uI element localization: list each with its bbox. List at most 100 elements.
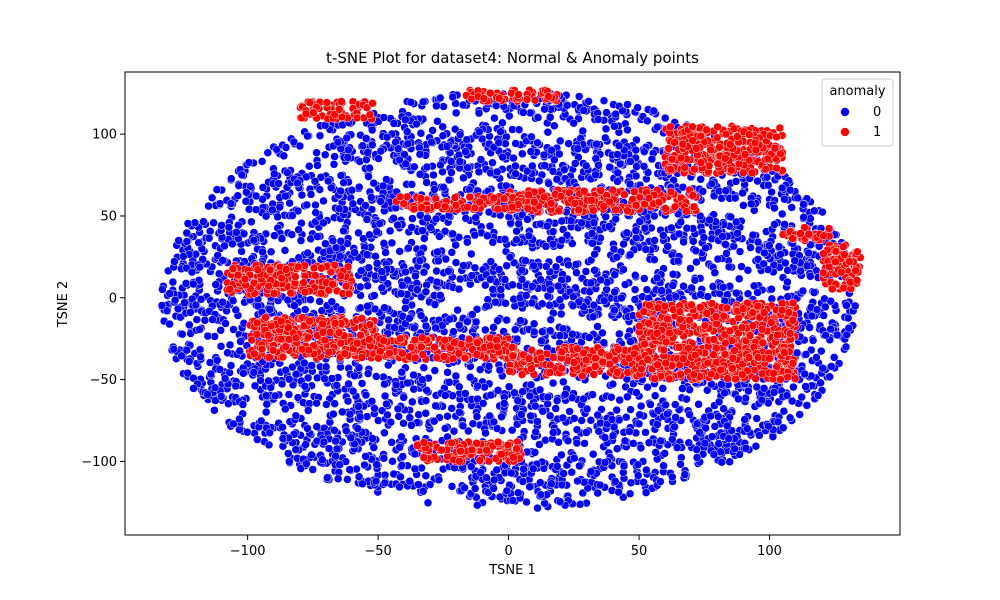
normal-point: [210, 383, 220, 393]
normal-point: [787, 203, 796, 212]
normal-point: [511, 161, 520, 171]
normal-point: [533, 138, 542, 148]
normal-point: [318, 455, 327, 464]
normal-point: [685, 410, 694, 419]
normal-point: [534, 176, 544, 186]
anomaly-point: [574, 205, 583, 215]
normal-point: [184, 357, 194, 366]
normal-point: [398, 452, 408, 461]
normal-point: [218, 297, 227, 307]
normal-point: [494, 265, 504, 274]
normal-point: [753, 237, 763, 247]
normal-point: [777, 209, 787, 219]
anomaly-point: [611, 205, 620, 215]
normal-point: [463, 237, 472, 247]
normal-point: [631, 271, 640, 280]
normal-point: [284, 449, 293, 458]
normal-point: [227, 174, 236, 183]
normal-point: [690, 275, 700, 285]
normal-point: [331, 436, 340, 446]
normal-point: [370, 291, 379, 300]
normal-point: [416, 129, 426, 138]
normal-point: [356, 266, 366, 276]
normal-point: [170, 295, 180, 305]
normal-point: [266, 247, 276, 257]
normal-point: [399, 393, 408, 402]
normal-point: [493, 316, 502, 325]
normal-point: [579, 394, 588, 404]
anomaly-point: [499, 194, 509, 203]
normal-point: [593, 115, 603, 124]
normal-point: [555, 136, 565, 146]
normal-point: [463, 317, 472, 326]
normal-point: [617, 293, 626, 303]
normal-point: [281, 143, 291, 152]
normal-point: [686, 264, 695, 273]
normal-point: [546, 285, 555, 294]
normal-point: [633, 471, 643, 480]
normal-point: [529, 319, 539, 329]
normal-point: [692, 453, 702, 462]
normal-point: [327, 297, 337, 306]
normal-point: [407, 180, 417, 189]
normal-point: [548, 167, 558, 176]
normal-point: [363, 148, 372, 157]
normal-point: [428, 126, 437, 135]
normal-point: [243, 427, 252, 437]
normal-point: [367, 193, 376, 202]
normal-point: [530, 448, 540, 457]
normal-point: [708, 282, 718, 291]
normal-point: [284, 374, 294, 384]
normal-point: [205, 358, 215, 367]
normal-point: [224, 399, 233, 408]
normal-point: [339, 178, 348, 187]
normal-point: [498, 118, 507, 128]
normal-point: [724, 434, 733, 443]
normal-point: [332, 381, 342, 390]
normal-point: [158, 285, 167, 294]
normal-point: [507, 468, 516, 478]
normal-point: [593, 410, 602, 420]
normal-point: [305, 399, 314, 408]
normal-point: [196, 352, 205, 362]
normal-point: [602, 108, 611, 117]
normal-point: [543, 392, 553, 402]
normal-point: [656, 477, 665, 486]
normal-point: [306, 295, 315, 304]
normal-point: [779, 406, 789, 416]
normal-point: [372, 372, 381, 381]
normal-point: [640, 147, 649, 156]
normal-point: [303, 373, 313, 383]
normal-point: [440, 424, 450, 433]
normal-point: [214, 269, 224, 278]
normal-point: [813, 391, 823, 400]
normal-point: [738, 188, 747, 198]
normal-point: [461, 214, 471, 223]
normal-point: [187, 267, 197, 277]
normal-point: [543, 127, 553, 137]
normal-point: [194, 238, 203, 247]
normal-point: [378, 181, 388, 191]
normal-point: [585, 333, 594, 342]
normal-point: [443, 411, 452, 421]
normal-point: [610, 477, 620, 486]
normal-point: [403, 378, 412, 388]
normal-point: [517, 275, 527, 284]
normal-point: [694, 400, 703, 409]
normal-point: [525, 391, 535, 401]
normal-point: [613, 177, 622, 186]
normal-point: [498, 152, 507, 162]
normal-point: [842, 301, 851, 310]
normal-point: [455, 130, 465, 139]
normal-point: [277, 234, 287, 243]
normal-point: [570, 414, 579, 423]
normal-point: [458, 421, 468, 431]
normal-point: [514, 125, 524, 134]
normal-point: [376, 146, 386, 156]
normal-point: [302, 459, 311, 468]
normal-point: [639, 162, 649, 171]
normal-point: [324, 444, 334, 453]
normal-point: [770, 220, 779, 229]
normal-point: [367, 397, 377, 406]
normal-point: [225, 340, 235, 350]
